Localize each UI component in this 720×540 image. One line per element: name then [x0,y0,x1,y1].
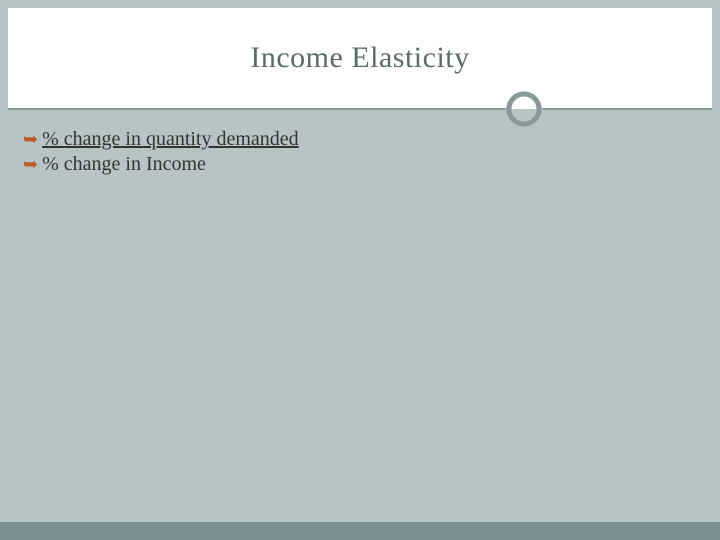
slide-title: Income Elasticity [250,41,469,75]
title-area: Income Elasticity [8,8,712,108]
bullet-item: ➥ % change in quantity demanded [23,128,697,151]
bullet-icon: ➥ [23,129,38,150]
content-area: ➥ % change in quantity demanded ➥ % chan… [23,128,697,178]
title-divider [8,108,712,110]
bullet-text: % change in Income [42,153,206,176]
bullet-item: ➥ % change in Income [23,153,697,176]
footer-strip [0,522,720,540]
bullet-icon: ➥ [23,154,38,175]
title-circle-clean [505,90,543,133]
bullet-text: % change in quantity demanded [42,128,299,151]
slide-container: Income Elasticity [8,8,712,515]
